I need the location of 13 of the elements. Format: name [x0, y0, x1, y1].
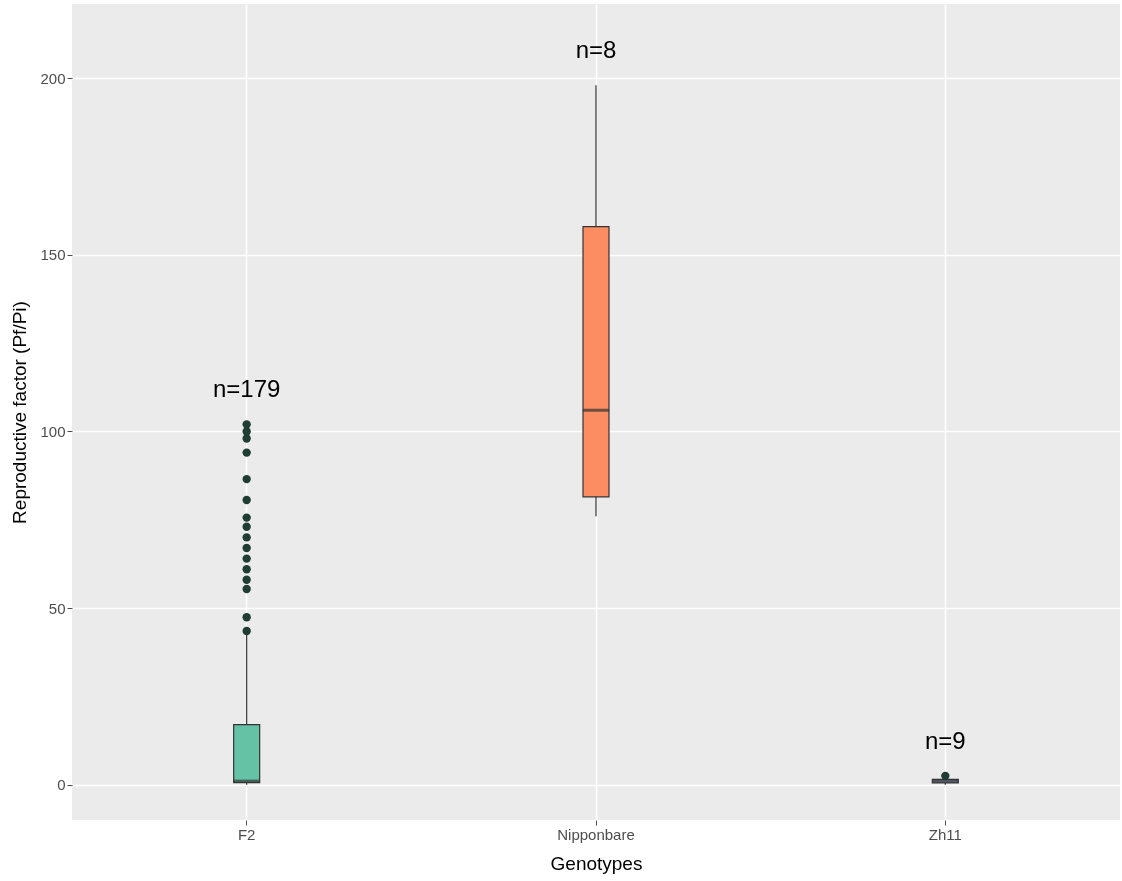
y-tick-label: 100: [40, 422, 66, 440]
annotation: n=179: [212, 375, 281, 403]
x-tick-label: F2: [237, 825, 256, 843]
y-tick-label: 200: [40, 69, 66, 87]
y-tick-label: 150: [40, 246, 66, 264]
x-axis-title: Genotypes: [550, 852, 643, 874]
y-tick-label: 50: [48, 599, 66, 617]
annotation: n=9: [924, 726, 966, 754]
x-tick-label: Nipponbare: [557, 825, 635, 843]
y-tick-label: 0: [57, 776, 66, 794]
y-axis-title: Reproductive factor (Pf/Pi): [9, 301, 31, 524]
x-tick-label: Zh11: [928, 825, 962, 843]
annotation: n=8: [575, 36, 617, 64]
